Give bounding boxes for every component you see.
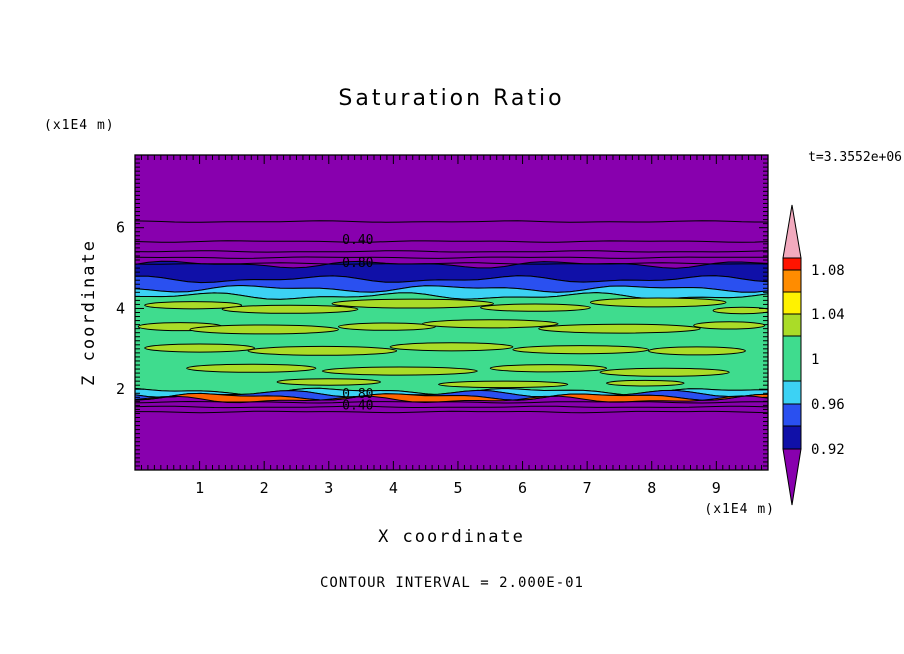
colorbar-arrow-top [782,204,802,259]
contour-label: 0.80 [342,256,373,271]
colorbar-arrow-bottom [782,448,802,506]
colorbar-tick-label: 1.08 [811,263,845,279]
y-axis-title: Z coordinate [76,155,102,470]
page-title: Saturation Ratio [338,86,565,111]
time-annotation: t=3.3552e+06 [808,150,902,165]
colorbar-segment [782,335,802,382]
x-tick-label: 6 [518,479,527,497]
x-tick-label: 2 [260,479,269,497]
colorbar-segment [782,269,802,293]
y-tick-label: 6 [116,219,125,237]
x-tick-label: 4 [389,479,398,497]
colorbar-segment [782,403,802,427]
x-tick-label: 9 [712,479,721,497]
y-axis-unit-label: (x1E4 m) [44,118,115,133]
colorbar-tick-label: 1 [811,352,819,368]
contour-interval-caption: CONTOUR INTERVAL = 2.000E-01 [319,575,584,591]
y-tick-label: 2 [116,380,125,398]
colorbar-tick-label: 0.92 [811,442,845,458]
x-axis-title: X coordinate [378,527,525,547]
colorbar-segment [782,291,802,315]
colorbar-segment [782,380,802,405]
x-axis-unit-label: (x1E4 m) [704,502,775,517]
contour-label: 0.40 [342,398,373,413]
x-tick-label: 8 [647,479,656,497]
colorbar-segment [782,313,802,337]
y-tick-label: 4 [116,299,125,317]
plot-border [134,154,769,471]
contour-label: 0.40 [342,233,373,248]
y-axis-title-text: Z coordinate [79,239,99,386]
colorbar-segment [782,425,802,450]
x-tick-label: 1 [195,479,204,497]
colorbar-tick-label: 1.04 [811,307,845,323]
colorbar-tick-label: 0.96 [811,397,845,413]
colorbar-segment [782,257,802,271]
x-tick-label: 7 [583,479,592,497]
x-tick-label: 5 [453,479,462,497]
x-tick-label: 3 [324,479,333,497]
contour-label: 0.80 [342,387,373,402]
